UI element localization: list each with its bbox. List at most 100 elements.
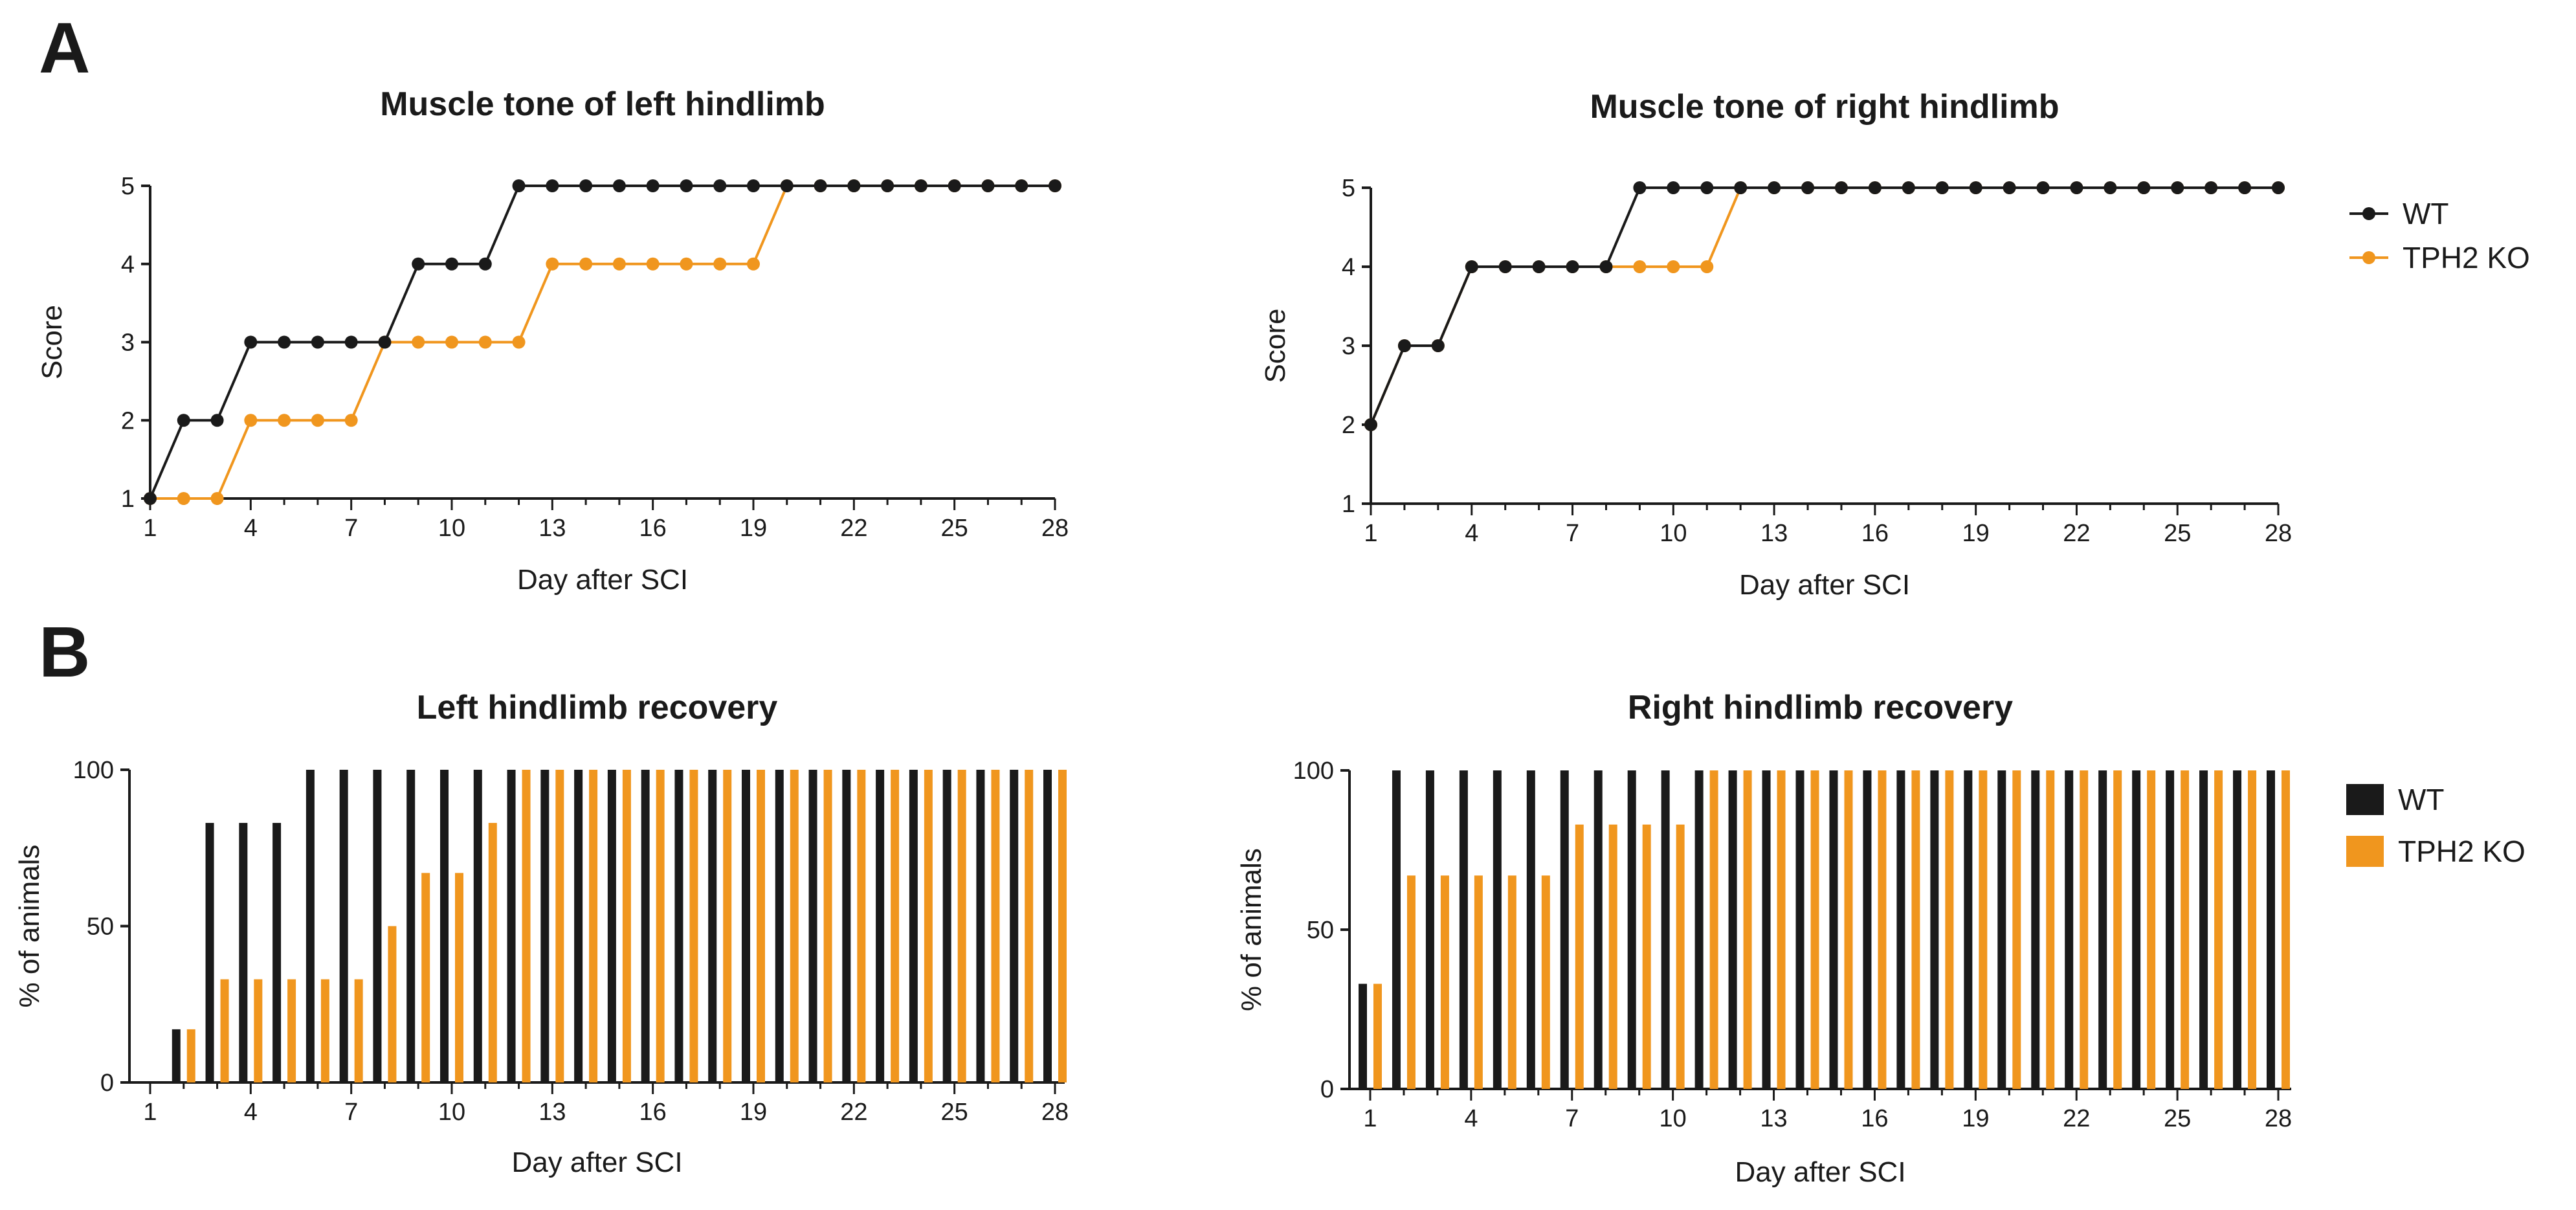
data-point-wt [546, 179, 559, 192]
data-point-wt [847, 179, 861, 192]
bar-tph2-ko [790, 770, 799, 1082]
data-point-wt [2036, 181, 2050, 194]
bar-tph2-ko [354, 979, 363, 1082]
data-point-wt [646, 179, 660, 192]
x-axis-label: Day after SCI [1735, 1156, 1905, 1188]
bar-wt [1896, 770, 1905, 1089]
chart-title: Muscle tone of left hindlimb [380, 85, 825, 123]
x-tick-label: 28 [1041, 515, 1069, 542]
data-point-wt [1801, 181, 1815, 194]
bar-tph2-ko [1507, 875, 1516, 1089]
y-axis-label: % of animals [1236, 848, 1267, 1011]
data-point-wt [177, 414, 190, 427]
data-point-wt [1566, 260, 1579, 273]
data-point-tph2-ko [412, 335, 425, 349]
bar-wt [1593, 770, 1603, 1089]
bar-wt [1493, 770, 1502, 1089]
bar-wt [2031, 770, 2040, 1089]
x-axis-label: Day after SCI [517, 564, 688, 596]
bar-tph2-ko [220, 979, 229, 1082]
bar-wt [305, 770, 315, 1082]
y-tick-label: 2 [121, 407, 135, 434]
data-point-wt [1599, 260, 1613, 273]
y-tick-label: 4 [121, 251, 135, 278]
data-point-tph2-ko [210, 492, 224, 505]
x-tick-label: 13 [539, 515, 566, 542]
data-point-wt [881, 179, 894, 192]
legend-label: WT [2398, 783, 2445, 816]
bar-wt [2267, 770, 2275, 1089]
bar-wt [239, 823, 248, 1082]
legend-marker-wt [2362, 207, 2375, 220]
x-tick-label: 16 [639, 1099, 667, 1126]
bar-tph2-ko [455, 873, 463, 1082]
x-tick-label: 22 [2063, 1105, 2090, 1132]
bar-tph2-ko [1844, 770, 1853, 1089]
x-tick-label: 16 [639, 515, 667, 542]
bar-wt [775, 770, 784, 1082]
data-point-tph2-ko [311, 414, 324, 427]
bar-tph2-ko [2080, 770, 2089, 1089]
x-tick-label: 10 [1660, 1105, 1687, 1132]
bar-wt [2098, 770, 2107, 1089]
data-point-wt [1465, 260, 1478, 273]
bar-tph2-ko [421, 873, 430, 1082]
data-point-wt [1868, 181, 1882, 194]
data-point-wt [1015, 179, 1028, 192]
x-tick-label: 13 [1760, 520, 1788, 547]
x-tick-label: 1 [143, 515, 157, 542]
bar-tph2-ko [1541, 875, 1550, 1089]
chart-title: Right hindlimb recovery [1628, 689, 2013, 726]
bar-wt [2132, 770, 2141, 1089]
x-tick-label: 25 [941, 515, 968, 542]
bar-wt [1694, 770, 1704, 1089]
bar-tph2-ko [924, 770, 933, 1082]
x-tick-label: 28 [2265, 520, 2292, 547]
legend-marker-tph2-ko [2362, 251, 2375, 264]
data-point-wt [780, 179, 794, 192]
data-point-wt [2104, 181, 2117, 194]
x-tick-label: 19 [1962, 520, 1990, 547]
x-tick-label: 7 [344, 1099, 358, 1126]
x-tick-label: 19 [740, 1099, 767, 1126]
x-axis-label: Day after SCI [1739, 569, 1910, 601]
y-tick-label: 3 [1342, 333, 1355, 360]
bar-wt [1795, 770, 1804, 1089]
data-point-wt [311, 335, 324, 349]
x-tick-label: 25 [2164, 520, 2191, 547]
bar-tph2-ko [1406, 875, 1416, 1089]
x-tick-label: 22 [2063, 520, 2090, 547]
x-tick-label: 1 [143, 1099, 157, 1126]
data-point-wt [814, 179, 827, 192]
x-tick-label: 22 [840, 1099, 867, 1126]
data-point-wt [1633, 181, 1647, 194]
bar-tph2-ko [1575, 824, 1584, 1089]
bar-tph2-ko [1878, 770, 1887, 1089]
data-point-wt [412, 257, 425, 271]
bar-wt [473, 770, 482, 1082]
legend-swatch-wt [2346, 784, 2384, 815]
bar-tph2-ko [1058, 770, 1067, 1082]
bar-tph2-ko [320, 979, 329, 1082]
x-tick-label: 10 [438, 515, 465, 542]
bar-wt [1863, 770, 1872, 1089]
panel-letter-a: A [39, 8, 90, 88]
bar-wt [1526, 770, 1535, 1089]
bar-tph2-ko [186, 1029, 195, 1082]
bar-wt [1359, 983, 1367, 1089]
data-point-tph2-ko [713, 257, 727, 271]
data-point-tph2-ko [680, 257, 693, 271]
data-point-wt [1902, 181, 1915, 194]
bar-wt [2166, 770, 2175, 1089]
chart-left-recovery: Left hindlimb recovery Day after SCI % of … [14, 689, 1069, 1178]
data-point-wt [1834, 181, 1848, 194]
bar-tph2-ko [287, 979, 296, 1082]
bar-wt [574, 770, 583, 1082]
chart-title: Left hindlimb recovery [417, 689, 778, 726]
data-point-tph2-ko [478, 335, 492, 349]
bar-wt [172, 1029, 181, 1082]
bar-wt [1930, 770, 1939, 1089]
x-tick-label: 7 [344, 515, 358, 542]
bar-tph2-ko [2181, 770, 2190, 1089]
bar-tph2-ko [2282, 770, 2290, 1089]
